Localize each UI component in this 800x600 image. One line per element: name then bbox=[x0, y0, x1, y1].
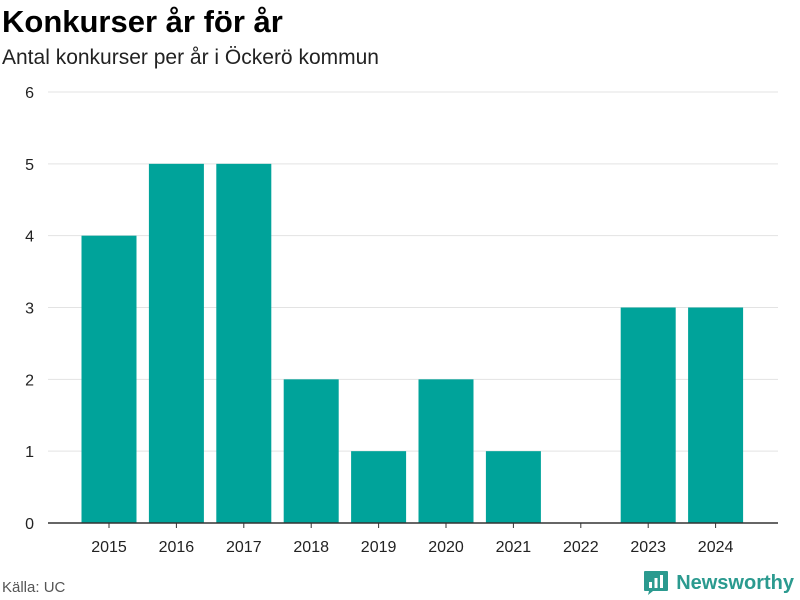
y-tick-label: 6 bbox=[25, 85, 34, 102]
x-tick-label: 2021 bbox=[496, 539, 532, 556]
x-tick-label: 2016 bbox=[159, 539, 195, 556]
x-tick-label: 2019 bbox=[361, 539, 397, 556]
chart-subtitle: Antal konkurser per år i Öckerö kommun bbox=[2, 46, 379, 69]
x-tick-label: 2017 bbox=[226, 539, 262, 556]
newsworthy-logo-icon bbox=[644, 571, 669, 595]
source-note: Källa: UC bbox=[2, 579, 66, 596]
x-tick-label: 2018 bbox=[293, 539, 329, 556]
chart-title: Konkurser år för år bbox=[2, 4, 283, 39]
y-tick-label: 0 bbox=[25, 516, 34, 533]
y-tick-label: 2 bbox=[25, 372, 34, 389]
brand-name: Newsworthy bbox=[676, 572, 794, 594]
bar bbox=[351, 451, 407, 523]
bar bbox=[283, 379, 339, 523]
x-tick-label: 2024 bbox=[698, 539, 734, 556]
bar bbox=[620, 307, 676, 523]
x-tick-label: 2015 bbox=[91, 539, 127, 556]
bar bbox=[216, 163, 272, 524]
y-tick-label: 4 bbox=[25, 229, 34, 246]
bar bbox=[81, 235, 137, 523]
brand-logo: Newsworthy bbox=[643, 568, 794, 598]
y-tick-label: 5 bbox=[25, 157, 34, 174]
x-tick-label: 2023 bbox=[630, 539, 666, 556]
y-tick-label: 1 bbox=[25, 444, 34, 461]
x-tick-label: 2020 bbox=[428, 539, 464, 556]
x-tick-label: 2022 bbox=[563, 539, 599, 556]
bar bbox=[148, 163, 204, 524]
bar bbox=[418, 379, 474, 523]
y-tick-label: 3 bbox=[25, 301, 34, 318]
bar bbox=[688, 307, 744, 523]
bar bbox=[485, 451, 541, 523]
